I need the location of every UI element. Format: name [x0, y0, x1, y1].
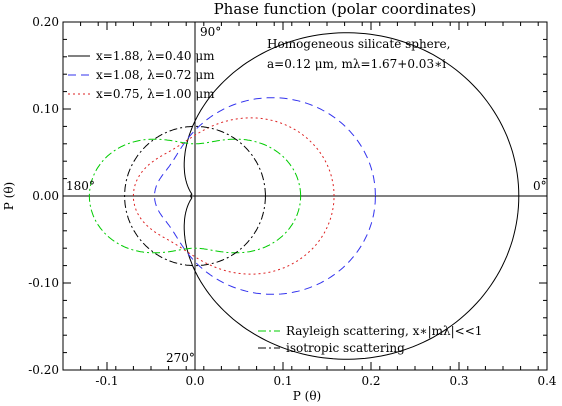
x-tick-label: 0.2 — [361, 374, 380, 388]
x-axis-label: P (θ) — [293, 389, 321, 403]
angle-label-90: 90° — [200, 25, 221, 39]
x-tick-label: 0.0 — [185, 374, 204, 388]
y-tick-label: 0.00 — [32, 189, 59, 203]
series-curve-0 — [183, 32, 520, 360]
y-tick-label: 0.20 — [32, 15, 59, 29]
axis-ticks: -0.1 0.0 0.1 0.2 0.3 0.4 -0.20 -0.10 0.00 0.10 0.2… — [28, 15, 557, 388]
legend-label-0: x=1.88, λ=0.40 μm — [96, 49, 215, 63]
angle-label-0: 0° — [533, 179, 547, 193]
legend-label-1: x=1.08, λ=0.72 μm — [96, 68, 215, 82]
angle-label-270: 270° — [166, 351, 195, 365]
chart-title: Phase function (polar coordinates) — [214, 0, 477, 18]
phase-curves — [88, 32, 520, 360]
x-tick-label: -0.1 — [95, 374, 118, 388]
series-curve-4 — [124, 125, 266, 267]
angle-label-180: 180° — [66, 179, 95, 193]
legend-label-4: isotropic scattering — [286, 341, 405, 355]
legend: x=1.88, λ=0.40 μm x=1.08, λ=0.72 μm x=0.75… — [68, 49, 482, 355]
y-tick-label: -0.20 — [28, 363, 59, 377]
zero-axes — [63, 22, 547, 370]
y-axis-label: P (θ) — [2, 182, 16, 210]
y-tick-label: 0.10 — [32, 102, 59, 116]
legend-label-2: x=0.75, λ=1.00 μm — [96, 87, 215, 101]
series-curve-2 — [132, 117, 335, 275]
legend-label-3: Rayleigh scattering, x∗|mλ|<<1 — [286, 324, 482, 338]
annotation-line-2: a=0.12 μm, mλ=1.67+0.03∗i — [267, 57, 446, 71]
series-curve-3 — [88, 138, 302, 254]
y-tick-label: -0.10 — [28, 276, 59, 290]
x-tick-label: 0.1 — [273, 374, 292, 388]
x-tick-label: 0.4 — [537, 374, 556, 388]
x-tick-label: 0.3 — [449, 374, 468, 388]
annotation-line-1: Homogeneous silicate sphere, — [267, 37, 450, 51]
